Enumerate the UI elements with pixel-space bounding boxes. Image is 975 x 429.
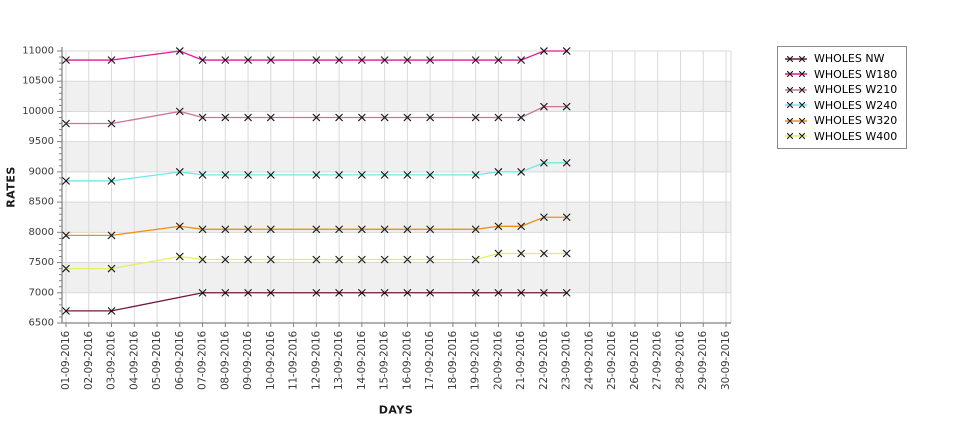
legend-marker-icon [785,102,807,109]
x-tick-label: 19-09-2016 [470,330,482,390]
x-tick-label: 12-09-2016 [310,330,322,390]
legend-marker-icon [785,133,807,140]
x-tick-label: 04-09-2016 [128,330,140,390]
y-tick-label: 9500 [29,136,54,147]
legend-item-wholes-w180: WHOLES W180 [784,67,897,83]
x-tick-label: 25-09-2016 [606,330,618,390]
x-tick-label: 07-09-2016 [197,330,209,390]
series-line-wholes-w180 [66,50,567,61]
series-line-wholes-w210 [66,105,567,125]
x-tick-label: 02-09-2016 [83,330,95,390]
x-tick-label: 24-09-2016 [583,330,595,390]
series-line-wholes-w240 [66,162,567,182]
plot-band [62,262,731,293]
x-tick-label: 16-09-2016 [401,330,413,390]
legend-label: WHOLES W400 [814,129,898,143]
y-tick-label: 8000 [29,227,54,238]
y-tick-label: 10000 [22,106,54,117]
x-tick-label: 17-09-2016 [424,330,436,390]
x-tick-label: 15-09-2016 [379,330,391,390]
legend-item-wholes-w400: WHOLES W400 [784,129,897,145]
y-tick-label: 11000 [22,46,54,57]
x-tick-label: 05-09-2016 [151,330,163,390]
x-tick-label: 01-09-2016 [60,330,72,390]
x-tick-label: 03-09-2016 [106,330,118,390]
x-tick-label: 22-09-2016 [538,330,550,390]
x-tick-label: 30-09-2016 [720,330,732,390]
y-tick-label: 10500 [22,76,54,87]
y-tick-label: 9000 [29,166,54,177]
series-line-wholes-w400 [66,252,567,270]
legend-marker-icon [785,55,807,62]
x-tick-label: 11-09-2016 [288,330,300,390]
x-axis-title: DAYS [378,403,414,417]
x-tick-label: 18-09-2016 [447,330,459,390]
legend-item-wholes-w320: WHOLES W320 [784,113,897,129]
legend-label: WHOLES W210 [814,83,898,97]
x-tick-label: 10-09-2016 [265,330,277,390]
y-tick-label: 6500 [29,318,54,329]
legend: WHOLES NW WHOLES W180 WHOLES W210 WHOLES W2… [777,46,908,149]
plot-band [62,141,731,172]
series-line-wholes-w320 [66,216,567,237]
x-tick-label: 29-09-2016 [697,330,709,390]
x-tick-label: 08-09-2016 [219,330,231,390]
series-markers-wholes-w180 [62,47,571,64]
series-markers-wholes-w400 [62,249,571,273]
x-tick-label: 14-09-2016 [356,330,368,390]
legend-marker-icon [785,86,807,93]
x-tick-label: 27-09-2016 [652,330,664,390]
x-tick-label: 28-09-2016 [674,330,686,390]
legend-marker-icon [785,117,807,124]
plot-band [62,202,731,233]
legend-item-wholes-w210: WHOLES W210 [784,82,897,98]
x-tick-label: 13-09-2016 [333,330,345,390]
x-tick-label: 20-09-2016 [492,330,504,390]
series-markers-wholes-nw [62,289,571,315]
y-tick-label: 8500 [29,197,54,208]
y-tick-label: 7000 [29,287,54,298]
series-markers-wholes-w240 [62,159,571,185]
legend-label: WHOLES NW [814,52,885,66]
series-markers-wholes-w320 [62,213,571,240]
x-tick-label: 23-09-2016 [561,330,573,390]
series-markers-wholes-w210 [62,102,571,128]
legend-item-wholes-nw: WHOLES NW [784,51,897,67]
legend-item-wholes-w240: WHOLES W240 [784,98,897,114]
plot-band [62,81,731,112]
y-axis-title: RATES [4,166,18,208]
x-tick-label: 21-09-2016 [515,330,527,390]
y-tick-label: 7500 [29,257,54,268]
x-tick-label: 09-09-2016 [242,330,254,390]
legend-label: WHOLES W240 [814,98,898,112]
x-tick-label: 06-09-2016 [174,330,186,390]
legend-label: WHOLES W180 [814,67,898,81]
legend-label: WHOLES W320 [814,114,898,128]
x-tick-label: 26-09-2016 [629,330,641,390]
legend-marker-icon [785,71,807,78]
